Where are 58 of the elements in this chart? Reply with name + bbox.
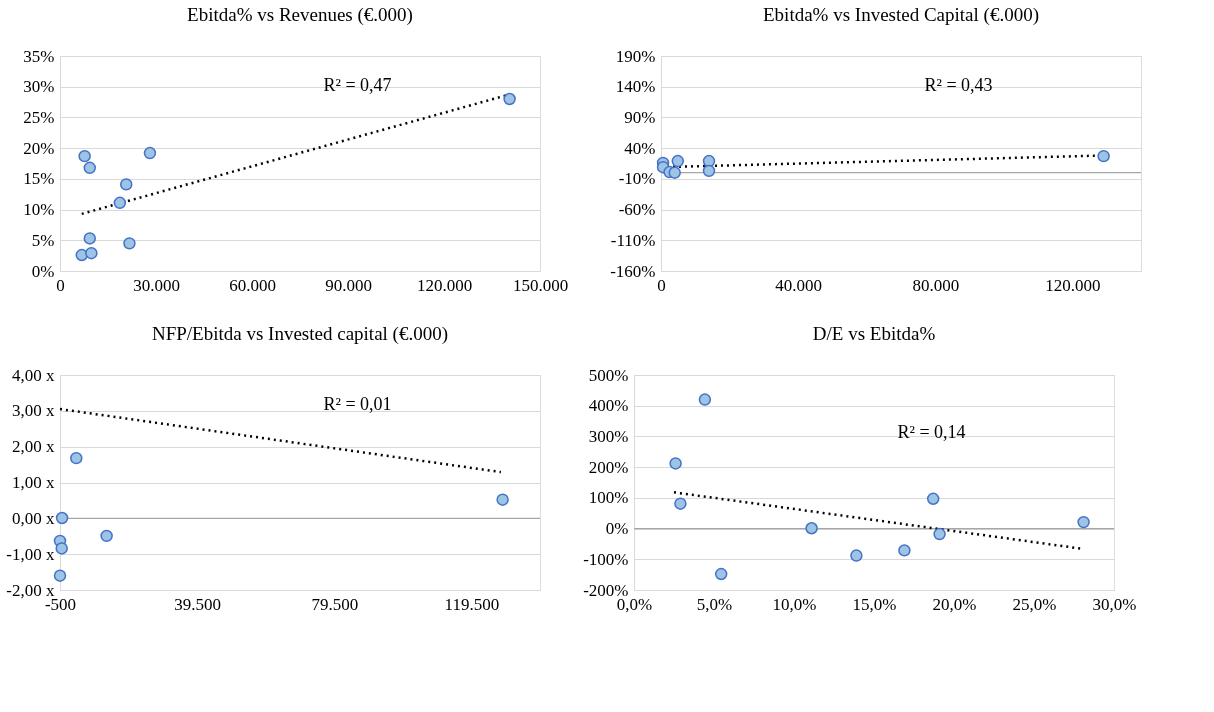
annotation: R² = 0,14	[897, 422, 966, 443]
annotation: R² = 0,43	[924, 75, 993, 96]
y-tick-label: 3,00 x	[12, 401, 55, 421]
x-tick-label: 60.000	[229, 275, 276, 295]
chart-title: NFP/Ebitda vs Invested capital (€.000)	[151, 323, 449, 345]
x-tick-label: 10,0%	[772, 594, 817, 614]
y-tick-label: 90%	[624, 107, 656, 127]
y-tick-label: 200%	[588, 457, 629, 477]
y-tick-label: 35%	[23, 46, 55, 66]
x-tick-label: 150.000	[512, 275, 569, 295]
y-tick-label: 0,00 x	[12, 508, 55, 528]
y-tick-label: -160%	[610, 261, 656, 281]
x-tick-label: 120.000	[1045, 275, 1101, 295]
x-tick-label: 39.500	[174, 594, 222, 614]
y-tick-label: 4,00 x	[12, 365, 55, 385]
y-tick-label: 500%	[588, 365, 629, 385]
y-tick-label: -110%	[610, 230, 656, 250]
y-tick-label: -200%	[583, 580, 629, 600]
y-tick-label: -2,00 x	[6, 580, 55, 600]
y-tick-label: 20%	[23, 138, 55, 158]
chart-title: Ebitda% vs Revenues (€.000)	[187, 4, 413, 26]
x-tick-label: 5,0%	[696, 594, 733, 614]
x-tick-label: 80.000	[912, 275, 960, 295]
y-tick-label: -1,00 x	[6, 544, 55, 564]
x-tick-label: 30,0%	[1092, 594, 1137, 614]
y-tick-label: 10%	[23, 200, 55, 220]
y-tick-label: -60%	[618, 200, 656, 220]
x-tick-label: 0	[657, 275, 666, 295]
x-tick-label: 30.000	[133, 275, 180, 295]
y-tick-label: 190%	[615, 46, 656, 66]
x-tick-label: 40.000	[775, 275, 823, 295]
x-tick-label: 79.500	[311, 594, 359, 614]
annotation: R² = 0,01	[323, 394, 392, 415]
y-tick-label: 0%	[605, 519, 629, 539]
x-tick-label: 119.500	[444, 594, 500, 614]
y-tick-label: 140%	[615, 77, 656, 97]
y-tick-label: 100%	[588, 488, 629, 508]
y-tick-label: 400%	[588, 396, 629, 416]
chart-title: D/E vs Ebitda%	[812, 323, 936, 344]
y-tick-label: -100%	[583, 549, 629, 569]
x-tick-label: 20,0%	[932, 594, 977, 614]
y-tick-label: 0%	[31, 261, 55, 281]
x-tick-label: 15,0%	[852, 594, 897, 614]
x-tick-label: 0	[56, 275, 65, 295]
x-tick-label: 120.000	[416, 275, 473, 295]
y-tick-label: 15%	[23, 169, 55, 189]
y-tick-label: 300%	[588, 426, 629, 446]
x-tick-label: 90.000	[325, 275, 372, 295]
y-tick-label: 2,00 x	[12, 437, 55, 457]
x-tick-label: 25,0%	[1012, 594, 1057, 614]
y-tick-label: 5%	[31, 230, 55, 250]
annotation: R² = 0,47	[323, 75, 392, 96]
y-tick-label: 30%	[23, 77, 55, 97]
chart-title: Ebitda% vs Invested Capital (€.000)	[763, 4, 1039, 26]
y-tick-label: -10%	[618, 169, 656, 189]
y-tick-label: 40%	[624, 138, 656, 158]
y-tick-label: 25%	[23, 107, 55, 127]
y-tick-label: 1,00 x	[12, 473, 55, 492]
